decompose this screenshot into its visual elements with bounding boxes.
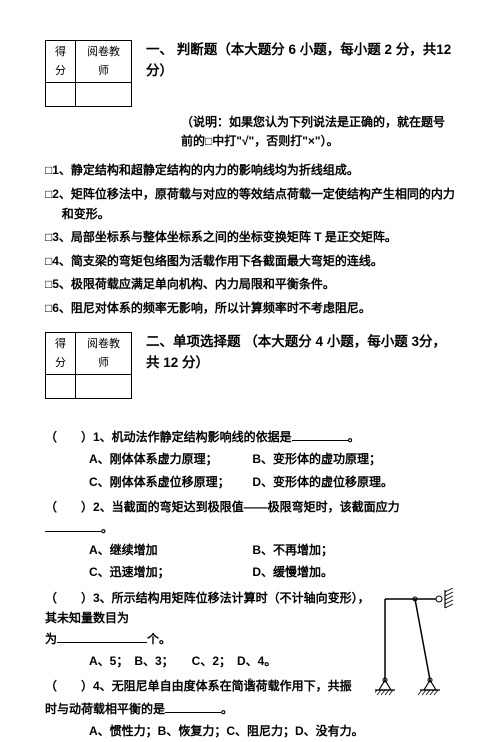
q2-opts-row2: C、迅速增加； D、缓慢增加。 bbox=[89, 562, 455, 582]
q1-opts-row1: A、刚体体系虚力原理； B、变形体的虚功原理； bbox=[89, 449, 455, 469]
q2-stem: （ ）2、当截面的弯矩达到极限值——极限弯矩时，该截面应力 bbox=[45, 500, 400, 514]
q1-C: C、刚体体系虚位移原理； bbox=[89, 472, 249, 492]
tf-item-1: □1、静定结构和超静定结构的内力的影响线均为折线组成。 bbox=[62, 160, 455, 180]
q1-opts-row2: C、刚体体系虚位移原理； D、变形体的虚位移原理。 bbox=[89, 472, 455, 492]
q1-A: A、刚体体系虚力原理； bbox=[89, 449, 249, 469]
section1-subtitle: （说明：如果您认为下列说法是正确的，就在题号前的□中打"√"，否则打"×"）。 bbox=[181, 113, 455, 150]
q2-B: B、不再增加； bbox=[252, 540, 333, 560]
tf-text: 4、简支梁的弯矩包络图为活载作用下各截面最大弯矩的连线。 bbox=[52, 254, 383, 268]
section2-title: 二、单项选择题 （本大题分 4 小题，每小题 3分，共 12 分） bbox=[146, 332, 455, 374]
score-cell bbox=[46, 375, 76, 399]
q2-C: C、迅速增加； bbox=[89, 562, 249, 582]
q1-D: D、变形体的虚位移原理。 bbox=[252, 472, 393, 492]
score-cell bbox=[46, 83, 76, 107]
tf-item-3: □3、局部坐标系与整体坐标系之间的坐标变换矩阵 T 是正交矩阵。 bbox=[62, 227, 455, 247]
tf-text: 2、矩阵位移法中，原荷载与对应的等效结点荷载一定使结构产生相同的内力和变形。 bbox=[52, 187, 455, 221]
blank bbox=[165, 701, 221, 712]
q2-opts-row1: A、继续增加 B、不再增加； bbox=[89, 540, 455, 560]
q3-stem: （ ）3、所示结构用矩阵位移法计算时（不计轴向变形），其未知量数目为 bbox=[45, 591, 370, 625]
q4-opts: A、惯性力；B、恢复力；C、阻尼力；D、没有力。 bbox=[89, 721, 455, 741]
section2-header: 得分 阅卷教师 二、单项选择题 （本大题分 4 小题，每小题 3分，共 12 分… bbox=[45, 332, 455, 399]
tf-text: 5、极限荷载应满足单向机构、内力局限和平衡条件。 bbox=[52, 277, 335, 291]
tf-text: 1、静定结构和超静定结构的内力的影响线均为折线组成。 bbox=[52, 163, 359, 177]
blank bbox=[292, 430, 348, 441]
score-table-1: 得分 阅卷教师 bbox=[45, 40, 132, 107]
section1-header: 得分 阅卷教师 一、 判断题（本大题分 6 小题，每小题 2 分，共12 分） bbox=[45, 40, 455, 107]
tf-item-4: □4、简支梁的弯矩包络图为活载作用下各截面最大弯矩的连线。 bbox=[62, 251, 455, 271]
tf-item-6: □6、阻尼对体系的频率无影响，所以计算频率时不考虑阻尼。 bbox=[62, 298, 455, 318]
score-table-2: 得分 阅卷教师 bbox=[45, 332, 132, 399]
score-label: 得分 bbox=[46, 41, 76, 83]
q3-stem2: 个。 bbox=[147, 632, 171, 646]
q4-stem-b: 时与动荷载相平衡的是 bbox=[45, 702, 165, 716]
q1-B: B、变形体的虚功原理； bbox=[252, 449, 381, 469]
q2-A: A、继续增加 bbox=[89, 540, 249, 560]
blank bbox=[45, 520, 101, 531]
mc-q1: （ ）1、机动法作静定结构影响线的依据是。 bbox=[45, 427, 455, 447]
q2-D: D、缓慢增加。 bbox=[252, 562, 333, 582]
mc-q2: （ ）2、当截面的弯矩达到极限值——极限弯矩时，该截面应力。 bbox=[45, 497, 455, 538]
page-number: 1 bbox=[0, 673, 500, 692]
tf-text: 3、局部坐标系与整体坐标系之间的坐标变换矩阵 T 是正交矩阵。 bbox=[52, 230, 397, 244]
tf-item-2: □2、矩阵位移法中，原荷载与对应的等效结点荷载一定使结构产生相同的内力和变形。 bbox=[62, 184, 455, 225]
score-label: 得分 bbox=[46, 332, 76, 374]
grader-cell bbox=[76, 83, 132, 107]
grader-cell bbox=[76, 375, 132, 399]
tf-item-5: □5、极限荷载应满足单向机构、内力局限和平衡条件。 bbox=[62, 274, 455, 294]
q3-wrap: （ ）3、所示结构用矩阵位移法计算时（不计轴向变形），其未知量数目为 为个。 A… bbox=[45, 588, 455, 742]
q1-stem: （ ）1、机动法作静定结构影响线的依据是 bbox=[45, 430, 292, 444]
mc-q4b: 时与动荷载相平衡的是。 bbox=[45, 699, 455, 719]
grader-label: 阅卷教师 bbox=[76, 41, 132, 83]
blank bbox=[57, 631, 147, 642]
grader-label: 阅卷教师 bbox=[76, 332, 132, 374]
section1-title: 一、 判断题（本大题分 6 小题，每小题 2 分，共12 分） bbox=[146, 40, 455, 82]
mc-block: （ ）1、机动法作静定结构影响线的依据是。 A、刚体体系虚力原理； B、变形体的… bbox=[45, 427, 455, 741]
tf-text: 6、阻尼对体系的频率无影响，所以计算频率时不考虑阻尼。 bbox=[52, 301, 371, 315]
